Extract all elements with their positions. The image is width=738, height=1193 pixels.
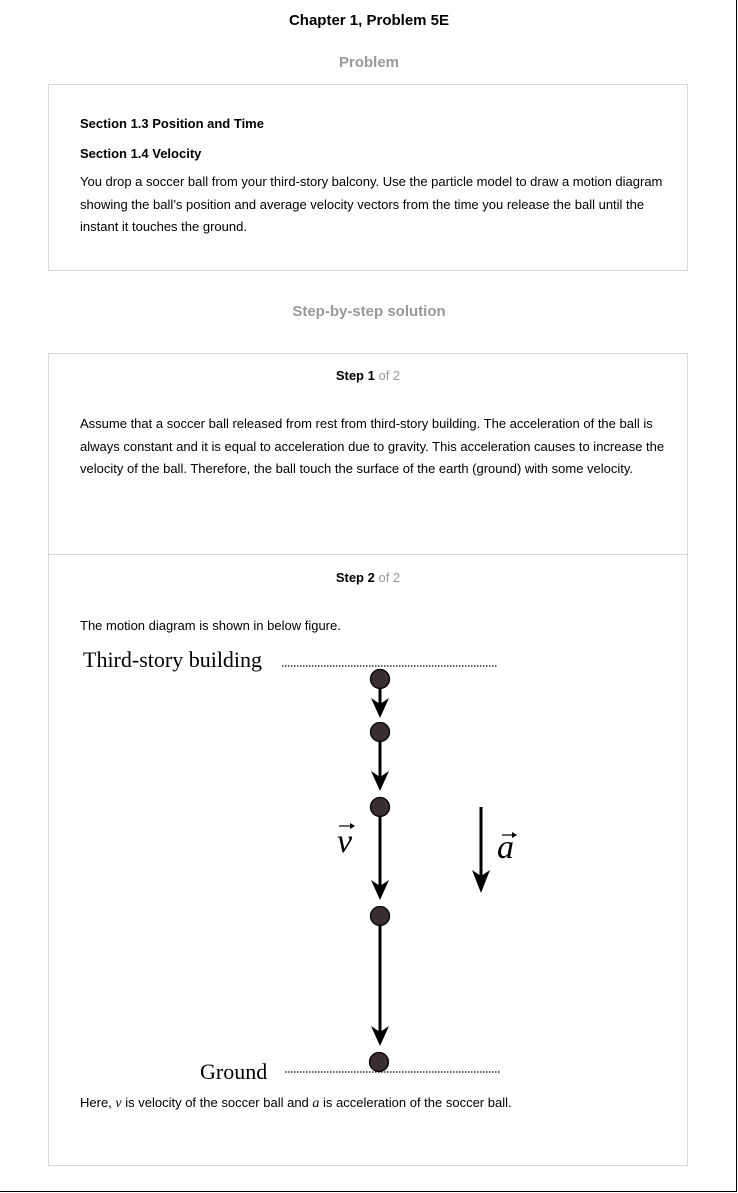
footer-text-3: is acceleration of the soccer ball. [319, 1095, 512, 1110]
step-1-total: of 2 [378, 368, 401, 383]
chapter-title: Chapter 1, Problem 5E [288, 12, 450, 29]
step-divider [49, 554, 687, 555]
step-2-label: Step 2 of 2 [49, 570, 687, 585]
step-2-intro: The motion diagram is shown in below fig… [80, 618, 341, 633]
section-heading-1-3: Section 1.3 Position and Time [80, 116, 264, 131]
step-1-text: Assume that a soccer ball released from … [80, 416, 665, 476]
problem-text: You drop a soccer ball from your third-s… [80, 174, 663, 234]
ball-position-5 [368, 1051, 390, 1073]
footer-text-2: is velocity of the soccer ball and [121, 1095, 313, 1110]
velocity-symbol: v [337, 823, 353, 860]
acceleration-symbol: a [497, 829, 514, 866]
ball-position-4 [369, 905, 391, 927]
velocity-vector-mark-icon [339, 823, 355, 829]
footer-acceleration-symbol: a [312, 1096, 320, 1111]
step-2-total: of 2 [378, 570, 401, 585]
ball-position-1 [369, 668, 391, 690]
step-2-number: Step 2 [335, 570, 375, 585]
footer-velocity-symbol: v [115, 1096, 122, 1111]
ground-label: Ground [200, 1059, 267, 1083]
solution-heading: Step-by-step solution [292, 303, 446, 320]
step-2-footer: Here, v is velocity of the soccer ball a… [80, 1092, 665, 1116]
footer-text-1: Here, [80, 1095, 116, 1110]
section-heading-1-4: Section 1.4 Velocity [80, 146, 202, 161]
ball-position-3 [369, 796, 391, 818]
step-1-label: Step 1 of 2 [49, 368, 687, 383]
motion-diagram: Third-story building v [83, 647, 517, 1083]
ball-position-2 [369, 721, 391, 743]
problem-heading: Problem [338, 54, 399, 71]
third-story-label: Third-story building [83, 647, 262, 672]
velocity-arrow-2 [371, 741, 389, 791]
velocity-arrow-3 [371, 816, 389, 900]
velocity-arrow-1 [371, 688, 389, 718]
solution-box: Step 1 of 2 Assume that a soccer ball re… [48, 353, 688, 1166]
velocity-arrow-4 [371, 925, 389, 1046]
step-1-number: Step 1 [335, 368, 375, 383]
acceleration-vector-mark-icon [502, 832, 517, 838]
problem-box: Section 1.3 Position and Time Section 1.… [48, 84, 688, 271]
acceleration-arrow [472, 807, 490, 893]
